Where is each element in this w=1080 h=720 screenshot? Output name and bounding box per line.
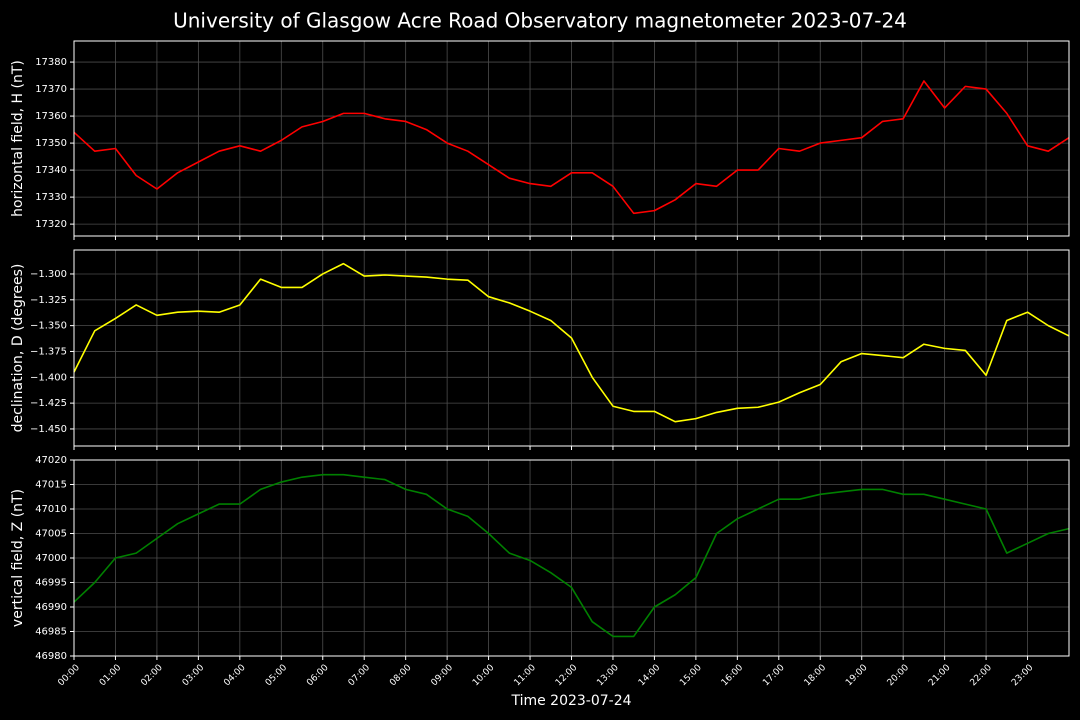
y-tick-label: 46995 xyxy=(35,578,67,589)
y-tick-label: 17340 xyxy=(35,165,67,176)
y-tick-label: 47005 xyxy=(35,529,67,540)
y-tick-label: 17360 xyxy=(35,111,67,122)
axes-frame xyxy=(73,40,1070,237)
y-tick-label: −1.400 xyxy=(30,372,67,383)
y-tick-label: 47010 xyxy=(35,504,67,515)
y-tick-label: 17380 xyxy=(35,57,67,68)
y-tick-label: 47015 xyxy=(35,480,67,491)
y-axis-label: horizontal field, H (nT) xyxy=(10,60,26,217)
y-axis-label: vertical field, Z (nT) xyxy=(10,489,26,627)
axes-frame xyxy=(73,459,1070,657)
y-tick-label: −1.450 xyxy=(30,424,67,435)
x-axis-label: Time 2023-07-24 xyxy=(510,693,631,709)
y-axis-label: declination, D (degrees) xyxy=(10,264,26,433)
y-tick-label: −1.350 xyxy=(30,321,67,332)
y-tick-label: 17350 xyxy=(35,138,67,149)
figure-title: University of Glasgow Acre Road Observat… xyxy=(173,9,907,33)
y-tick-label: −1.300 xyxy=(30,269,67,280)
y-tick-label: 46985 xyxy=(35,627,67,638)
y-tick-label: 46990 xyxy=(35,602,67,613)
y-tick-label: 46980 xyxy=(35,651,67,662)
y-tick-label: −1.375 xyxy=(30,346,67,357)
data-line xyxy=(73,80,1070,215)
y-tick-label: −1.425 xyxy=(30,398,67,409)
y-tick-label: 47000 xyxy=(35,553,67,564)
data-line xyxy=(73,473,1070,638)
y-tick-label: 17370 xyxy=(35,84,67,95)
y-tick-label: 17320 xyxy=(35,219,67,230)
y-tick-label: 47020 xyxy=(35,455,67,466)
y-tick-label: −1.325 xyxy=(30,295,67,306)
axes-frame xyxy=(73,249,1070,447)
data-line xyxy=(73,262,1070,423)
y-tick-label: 17330 xyxy=(35,192,67,203)
